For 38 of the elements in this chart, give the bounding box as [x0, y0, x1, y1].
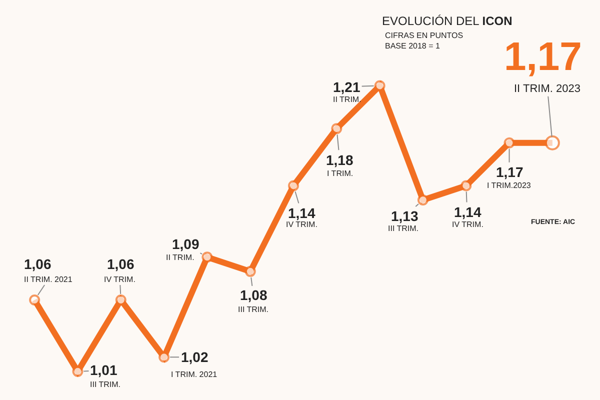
- data-label: 1,17: [496, 164, 524, 180]
- annotation: II TRIM. 2023: [514, 83, 580, 95]
- annotation: IV TRIM.: [286, 220, 318, 229]
- data-label: 1,09: [172, 236, 200, 252]
- point: [374, 80, 386, 92]
- chart-subtitle: CIFRAS EN PUNTOS BASE 2018 = 1: [385, 31, 464, 50]
- annotation: IV TRIM.: [452, 220, 484, 229]
- data-label: 1,08: [240, 287, 268, 303]
- data-label: 1,06: [107, 256, 134, 272]
- annotation: I TRIM.2023: [487, 181, 532, 190]
- data-label: 1,14: [454, 204, 482, 220]
- annotation: I TRIM. 2021: [171, 370, 218, 379]
- annotation: IV TRIM.: [104, 275, 136, 284]
- annotation: II TRIM.: [333, 95, 362, 104]
- data-label: 1,01: [90, 362, 118, 378]
- chart-title: EVOLUCIÓN DEL ICON: [382, 14, 512, 28]
- annotation: I TRIM.: [327, 169, 354, 178]
- data-label: 1,21: [333, 79, 360, 95]
- point: [288, 180, 299, 192]
- point: [115, 294, 126, 306]
- data-label: 1,18: [326, 152, 354, 168]
- annotation: II TRIM. 2021: [24, 275, 73, 284]
- data-label: 1,14: [288, 205, 316, 221]
- point: [417, 194, 428, 206]
- data-label: 1,17: [504, 35, 582, 79]
- point: [331, 123, 342, 134]
- point: [244, 266, 256, 277]
- point: [504, 137, 515, 148]
- data-label: 1,06: [24, 256, 52, 272]
- data-label: 1,13: [391, 208, 418, 224]
- point: [29, 294, 40, 306]
- text: III TRIM.: [90, 380, 121, 389]
- annotation: III TRIM.: [388, 224, 419, 233]
- data-label: 1,02: [181, 349, 208, 365]
- point: [460, 180, 472, 192]
- point: [202, 252, 213, 263]
- annotation: II TRIM.: [166, 253, 194, 262]
- annotation: III TRIM.: [238, 305, 269, 314]
